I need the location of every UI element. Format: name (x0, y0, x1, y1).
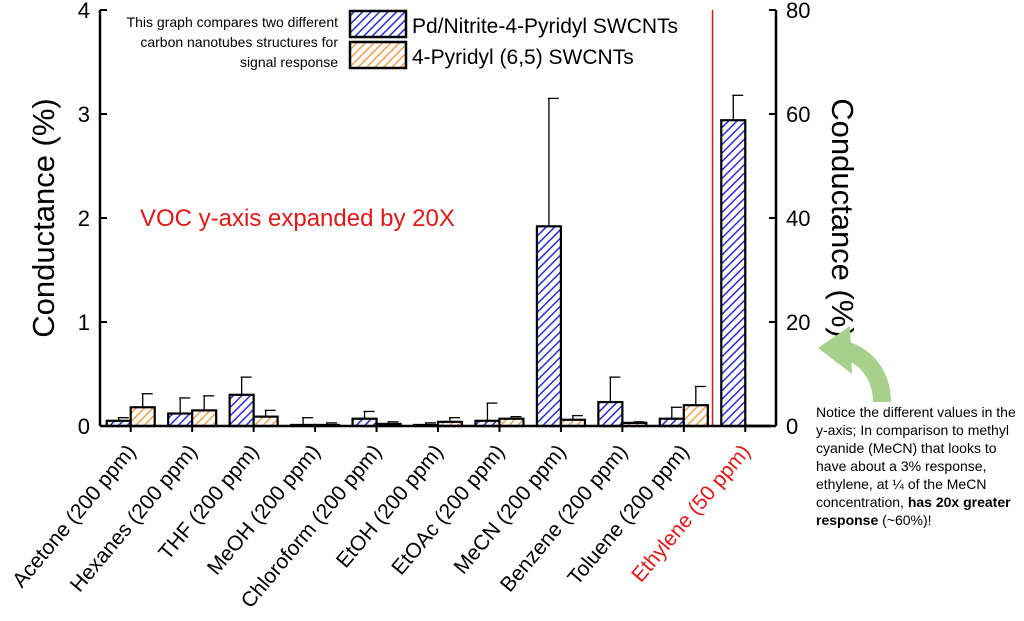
annotation-text: VOC y-axis expanded by 20X (140, 205, 455, 232)
y-tick-label-right-0: 0 (786, 414, 798, 439)
legend-label-series-1: Pd/Nitrite-4-Pyridyl SWCNTs (412, 15, 678, 38)
y-tick-label-left-0: 0 (78, 414, 90, 439)
y-tick-label-left-1: 1 (78, 310, 90, 335)
bar-1-10 (720, 119, 747, 428)
bar-2-9 (682, 404, 709, 428)
y-tick-label-right-4: 80 (786, 0, 810, 23)
x-tick-label-6: EtOAc (200 ppm) (387, 440, 509, 579)
y-tick-label-right-2: 40 (786, 206, 810, 231)
y-tick-label-left-2: 2 (78, 206, 90, 231)
x-tick-label-10: Ethylene (50 ppm) (627, 440, 755, 586)
legend-swatch-series-1 (348, 9, 408, 39)
bar-2-0 (129, 406, 156, 428)
curved-arrow-icon (818, 326, 891, 403)
bar-1-7 (535, 225, 563, 428)
description-text: This graph compares two different carbon… (126, 14, 338, 70)
y-axis-title-right: Conductance (%) (825, 98, 860, 338)
legend: Pd/Nitrite-4-Pyridyl SWCNTs 4-Pyridyl (6… (348, 9, 678, 70)
legend-swatch-series-2 (348, 40, 408, 70)
note-text-bold: has 20x greater response (816, 494, 1011, 528)
y-tick-label-left-3: 3 (78, 102, 90, 127)
x-tick-label-3: MeOH (200 ppm) (203, 440, 325, 579)
bar-1-1 (167, 412, 194, 428)
bar-2-1 (191, 409, 218, 428)
y-tick-label-right-1: 20 (786, 310, 810, 335)
note-text-part-1: Notice the different values in the y-axi… (816, 404, 1016, 510)
x-tick-label-7: MeCN (200 ppm) (450, 440, 571, 578)
y-tick-label-right-3: 60 (786, 102, 810, 127)
x-tick-label-5: EtOH (200 ppm) (332, 440, 448, 572)
note-text-part-2: (~60%)! (878, 512, 932, 528)
bar-1-2 (228, 393, 255, 428)
legend-label-series-2: 4-Pyridyl (6,5) SWCNTs (412, 46, 634, 69)
bar-2-2 (252, 415, 279, 428)
note-text: Notice the different values in the y-axi… (816, 403, 1016, 529)
y-axis-title-left: Conductance (%) (26, 98, 61, 338)
y-tick-label-left-4: 4 (78, 0, 90, 23)
bar-1-8 (597, 400, 624, 428)
